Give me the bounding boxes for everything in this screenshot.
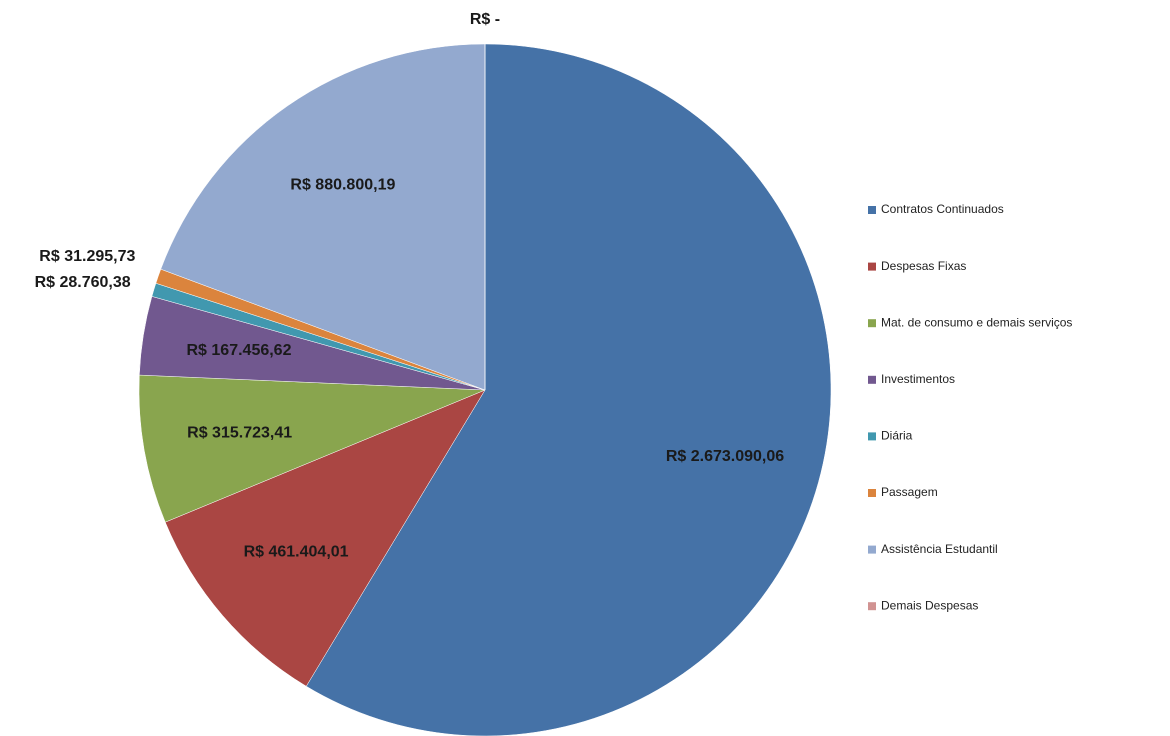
legend-label: Passagem (881, 485, 938, 499)
legend-swatch (868, 432, 876, 441)
data-label: R$ - (470, 11, 500, 28)
legend-swatch (868, 489, 876, 497)
data-label: R$ 461.404,01 (244, 544, 349, 561)
legend-swatch (868, 319, 876, 328)
legend-swatch (868, 262, 876, 271)
pie-slice (138, 374, 486, 523)
legend-swatch (868, 545, 876, 554)
data-label: R$ 167.456,62 (187, 342, 292, 359)
legend-label: Diária (881, 429, 913, 443)
data-label: R$ 2.673.090,06 (666, 448, 784, 465)
legend-label: Contratos Continuados (881, 202, 1004, 216)
data-label: R$ 31.295,73 (39, 248, 135, 265)
legend-label: Demais Despesas (881, 598, 978, 612)
legend-swatch (868, 375, 876, 384)
legend-label: Investimentos (881, 372, 955, 386)
legend-label: Assistência Estudantil (881, 542, 998, 556)
data-label: R$ 880.800,19 (290, 177, 395, 194)
pie-slice (160, 43, 486, 391)
legend-label: Mat. de consumo e demais serviços (881, 315, 1072, 329)
legend-label: Despesas Fixas (881, 259, 966, 273)
pie-slice (164, 389, 486, 687)
data-label: R$ 315.723,41 (187, 424, 292, 441)
data-label: R$ 28.760,38 (35, 274, 131, 291)
legend-swatch (868, 206, 876, 214)
legend-swatch (868, 602, 876, 611)
